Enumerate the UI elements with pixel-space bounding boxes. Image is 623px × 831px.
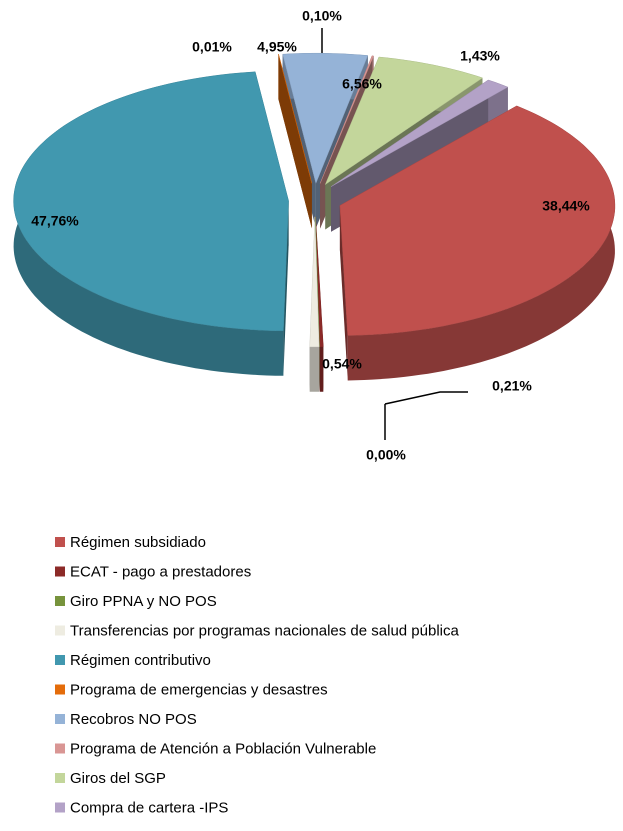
pie — [13, 52, 616, 392]
slice-wall — [309, 346, 320, 392]
slice-side — [283, 200, 289, 376]
slice — [324, 56, 484, 186]
data-label: 6,56% — [342, 76, 382, 92]
data-label: 0,01% — [192, 39, 232, 55]
legend-label: Compra de cartera -IPS — [70, 799, 228, 816]
slice — [339, 105, 616, 381]
legend-swatch — [55, 596, 65, 606]
data-label: 0,10% — [302, 8, 342, 24]
data-label: 47,76% — [31, 213, 79, 229]
legend-label: Programa de emergencias y desastres — [70, 681, 328, 698]
legend-swatch — [55, 773, 65, 783]
slice-side — [278, 54, 312, 229]
data-label: 1,43% — [460, 48, 500, 64]
legend-swatch — [55, 714, 65, 724]
legend-label: Régimen subsidiado — [70, 534, 206, 551]
slice — [319, 55, 374, 184]
legend-label: Transferencias por programas nacionales … — [70, 622, 459, 639]
legend-label: Régimen contributivo — [70, 652, 211, 669]
slice — [13, 71, 289, 332]
legend-label: Giro PPNA y NO POS — [70, 593, 217, 610]
slice — [278, 54, 313, 229]
legend-swatch — [55, 743, 65, 754]
data-label: 4,95% — [257, 39, 297, 55]
legend-swatch — [55, 566, 65, 577]
legend-swatch — [55, 537, 65, 547]
slice — [282, 52, 369, 184]
slice — [309, 216, 320, 348]
slice — [315, 216, 320, 347]
data-label: 0,21% — [492, 378, 532, 394]
slice — [13, 71, 289, 376]
slice — [330, 79, 509, 187]
slice-wall — [319, 346, 324, 392]
leader-line — [384, 391, 468, 405]
legend-label: Recobros NO POS — [70, 711, 197, 728]
legend-swatch — [55, 802, 65, 813]
data-label: 38,44% — [542, 198, 590, 214]
legend-label: Programa de Atención a Población Vulnera… — [70, 740, 376, 757]
slice — [309, 216, 320, 392]
legend-swatch — [55, 625, 65, 636]
slice-side — [339, 205, 348, 381]
legend-swatch — [55, 684, 65, 695]
legend-label: ECAT - pago a prestadores — [70, 563, 251, 580]
slice — [339, 105, 616, 336]
legend-swatch — [55, 655, 65, 665]
data-label: 0,00% — [366, 447, 406, 463]
slice-wall — [347, 105, 615, 381]
data-label: 0,54% — [322, 356, 362, 372]
slice — [278, 54, 313, 184]
legend-label: Giros del SGP — [70, 770, 166, 787]
